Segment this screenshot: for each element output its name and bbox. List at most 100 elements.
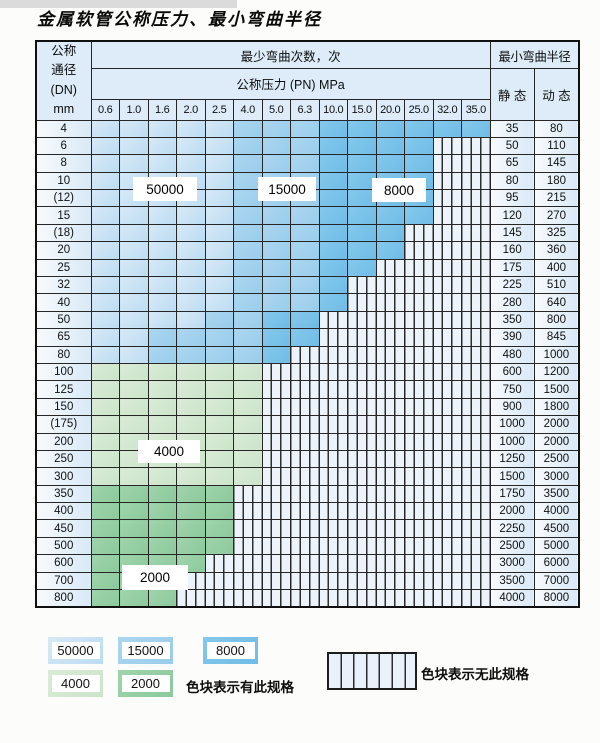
spec-cell-15000	[204, 345, 234, 364]
no-spec-cell	[261, 449, 291, 469]
spec-cell-50000	[147, 136, 177, 156]
spec-cell-50000	[147, 293, 177, 312]
no-spec-cell	[461, 380, 491, 399]
spec-cell-4000	[90, 362, 120, 382]
spec-cell-50000	[119, 276, 149, 295]
dynamic-radius-value: 215	[533, 189, 580, 208]
spec-cell-8000	[404, 154, 434, 173]
spec-cell-2000	[147, 502, 177, 521]
spec-cell-2000	[90, 554, 120, 573]
no-spec-cell	[290, 380, 320, 399]
spec-cell-8000	[318, 171, 348, 191]
spec-cell-4000	[176, 380, 206, 399]
spec-cell-15000	[290, 241, 320, 260]
no-spec-cell	[375, 554, 405, 573]
no-spec-cell	[375, 502, 405, 521]
spec-cell-15000	[261, 119, 291, 138]
spec-cell-8000	[375, 206, 405, 225]
spec-cell-15000	[290, 154, 320, 173]
no-spec-cell	[404, 484, 434, 504]
static-radius-value: 600	[489, 362, 535, 382]
spec-cell-50000	[119, 345, 149, 364]
no-spec-cell	[347, 467, 377, 486]
table-row: 25 175 400	[35, 258, 580, 278]
table-row: (175) 1000 2000	[35, 415, 580, 434]
no-spec-cell	[461, 519, 491, 538]
no-spec-cell	[290, 554, 320, 573]
table-row: 700 3500 7000	[35, 571, 580, 591]
no-spec-cell	[432, 502, 462, 521]
legend-swatch-label: 8000	[206, 642, 255, 659]
spec-cell-4000	[204, 362, 234, 382]
spec-cell-50000	[147, 310, 177, 330]
dn-cell: 600	[35, 554, 92, 573]
static-radius-value: 175	[489, 258, 535, 278]
spec-cell-4000	[90, 449, 120, 469]
no-spec-cell	[375, 397, 405, 417]
no-spec-cell	[318, 415, 348, 434]
spec-cell-15000	[290, 258, 320, 278]
spec-cell-2000	[204, 519, 234, 538]
no-spec-cell	[261, 397, 291, 417]
no-spec-cell	[461, 502, 491, 521]
spec-cell-50000	[119, 206, 149, 225]
spec-cell-50000	[90, 171, 120, 191]
static-radius-value: 2500	[489, 536, 535, 556]
table-row: 450 2250 4500	[35, 519, 580, 538]
pressure-col-header: 35.0	[461, 98, 491, 121]
no-spec-cell	[432, 397, 462, 417]
spec-cell-8000	[318, 189, 348, 208]
spec-cell-2000	[147, 589, 177, 608]
no-spec-cell	[432, 536, 462, 556]
min-bend-radius-header: 最小弯曲半径	[489, 40, 580, 69]
no-spec-cell	[176, 589, 206, 608]
pressure-col-header: 4.0	[233, 98, 263, 121]
spec-cell-4000	[176, 467, 206, 486]
no-spec-cell	[347, 293, 377, 312]
no-spec-cell	[432, 171, 462, 191]
dynamic-radius-value: 1200	[533, 362, 580, 382]
dn-cell: 350	[35, 484, 92, 504]
legend-no-spec-swatch	[327, 652, 417, 690]
dynamic-radius-value: 180	[533, 171, 580, 191]
spec-cell-15000	[233, 310, 263, 330]
no-spec-cell	[318, 310, 348, 330]
spec-cell-2000	[176, 519, 206, 538]
table-row: 8 65 145	[35, 154, 580, 173]
spec-cell-8000	[375, 241, 405, 260]
spec-table-wrap: 公称 通径 (DN) mm 最少弯曲次数，次 最小弯曲半径 公称压力 (PN) …	[35, 40, 581, 609]
spec-cell-50000	[176, 206, 206, 225]
pressure-col-header: 5.0	[261, 98, 291, 121]
spec-cell-8000	[347, 241, 377, 260]
dynamic-radius-value: 145	[533, 154, 580, 173]
spec-cell-50000	[204, 241, 234, 260]
no-spec-cell	[461, 362, 491, 382]
no-spec-cell	[432, 519, 462, 538]
no-spec-cell	[318, 362, 348, 382]
spec-cell-4000	[233, 432, 263, 451]
spec-cell-15000	[147, 328, 177, 347]
no-spec-cell	[318, 536, 348, 556]
overlay-label-8000: 8000	[372, 178, 426, 202]
no-spec-cell	[404, 380, 434, 399]
spec-cell-8000	[261, 345, 291, 364]
table-row: 15 120 270	[35, 206, 580, 225]
table-row: 125 750 1500	[35, 380, 580, 399]
no-spec-cell	[261, 467, 291, 486]
no-spec-cell	[432, 484, 462, 504]
dynamic-radius-value: 400	[533, 258, 580, 278]
spec-cell-50000	[176, 258, 206, 278]
spec-cell-8000	[347, 171, 377, 191]
no-spec-cell	[432, 345, 462, 364]
dynamic-radius-value: 5000	[533, 536, 580, 556]
spec-cell-8000	[318, 206, 348, 225]
dn-cell: 800	[35, 589, 92, 608]
spec-cell-50000	[204, 171, 234, 191]
spec-cell-15000	[176, 328, 206, 347]
spec-cell-4000	[147, 362, 177, 382]
static-radius-value: 4000	[489, 589, 535, 608]
no-spec-cell	[261, 589, 291, 608]
static-radius-value: 95	[489, 189, 535, 208]
spec-cell-2000	[90, 571, 120, 591]
